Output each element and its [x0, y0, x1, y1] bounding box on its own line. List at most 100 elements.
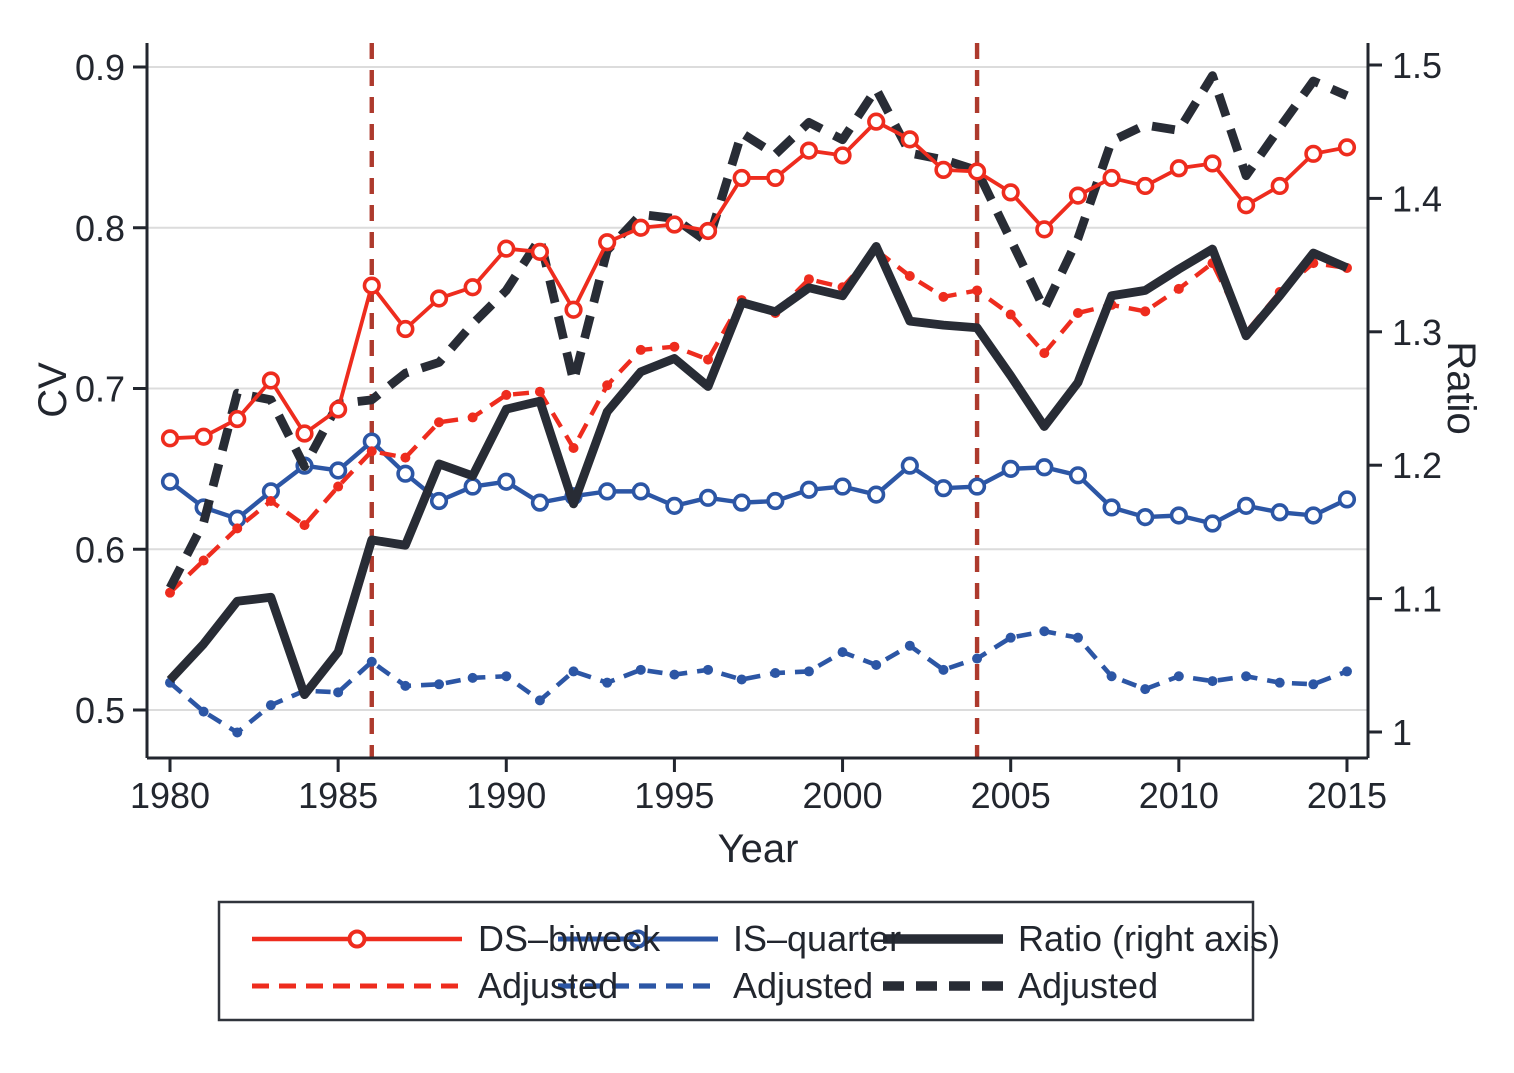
series-ds_adjusted-line	[168, 248, 1348, 595]
marker-is_adjusted	[366, 656, 377, 667]
marker-is_adjusted	[803, 666, 814, 677]
marker-is_adjusted	[871, 659, 882, 670]
marker-is_quarter	[631, 482, 650, 501]
marker-is_quarter	[598, 482, 617, 501]
x-axis-tick-label: 1980	[130, 775, 210, 816]
marker-is_adjusted	[669, 669, 680, 680]
marker-ds_biweek	[1001, 183, 1020, 202]
marker-is_adjusted	[1173, 671, 1184, 682]
marker-is_quarter	[732, 493, 751, 512]
x-axis-tick-label: 2010	[1139, 775, 1219, 816]
series-is_adjusted	[165, 626, 1352, 738]
marker-is_quarter	[1169, 506, 1188, 525]
marker-is_adjusted	[635, 664, 646, 675]
marker-is_adjusted	[972, 653, 983, 664]
right-axis-tick-label: 1.3	[1392, 312, 1442, 353]
marker-is_quarter	[463, 477, 482, 496]
marker-is_adjusted	[400, 680, 411, 691]
x-axis-tick-label: 1990	[466, 775, 546, 816]
marker-is_quarter	[1035, 458, 1054, 477]
legend-label-is_adjusted: Adjusted	[733, 965, 873, 1006]
marker-ds_adjusted	[602, 380, 613, 391]
marker-ds_adjusted	[669, 341, 680, 352]
marker-ds_adjusted	[938, 291, 949, 302]
marker-ds_adjusted	[1173, 283, 1184, 294]
legend-box	[217, 900, 1255, 1022]
marker-is_quarter	[530, 493, 550, 512]
marker-is_adjusted	[1005, 632, 1016, 643]
series-is_quarter-line	[168, 439, 1348, 526]
marker-ds_biweek	[396, 319, 415, 339]
marker-ds_adjusted	[703, 354, 714, 365]
marker-is_quarter	[867, 485, 886, 504]
marker-ds_biweek	[1236, 196, 1256, 215]
x-axis-tick-label: 2015	[1307, 775, 1387, 816]
x-axis-title: Year	[718, 827, 799, 871]
marker-is_quarter	[1102, 498, 1121, 517]
marker-ds_biweek	[362, 276, 381, 295]
marker-ds_biweek	[900, 130, 919, 149]
marker-ds_biweek	[463, 278, 482, 297]
marker-ds_biweek	[228, 409, 247, 429]
marker-is_quarter	[1068, 466, 1088, 485]
x-axis-tick-label: 2000	[803, 775, 883, 816]
marker-is_adjusted	[265, 700, 276, 711]
x-axis-tick-label: 2005	[971, 775, 1051, 816]
marker-is_adjusted	[770, 668, 781, 679]
marker-ds_biweek	[1102, 168, 1121, 188]
marker-ds_adjusted	[1140, 306, 1151, 317]
marker-is_adjusted	[501, 671, 512, 682]
marker-ds_biweek	[429, 289, 449, 308]
marker-ds_adjusted	[165, 587, 175, 598]
marker-is_quarter	[967, 477, 987, 496]
left-axis-tick-label: 0.9	[75, 47, 125, 88]
right-axis-title: Ratio	[1439, 341, 1483, 434]
marker-ds_biweek	[1337, 138, 1357, 157]
marker-ds_biweek	[261, 371, 280, 390]
legend-label-ds_adjusted: Adjusted	[478, 965, 618, 1006]
legend	[217, 900, 1255, 1022]
marker-is_adjusted	[1106, 671, 1117, 682]
marker-ds_adjusted	[232, 523, 243, 534]
series-is_adjusted-line	[168, 628, 1348, 735]
marker-ds_adjusted	[400, 452, 411, 463]
marker-ds_adjusted	[299, 520, 310, 531]
left-axis-tick-label: 0.7	[75, 369, 125, 410]
series-ratio_adjusted-line	[166, 71, 1349, 590]
marker-is_adjusted	[534, 695, 545, 706]
marker-ds_biweek	[867, 112, 886, 131]
marker-ds_biweek	[1035, 220, 1054, 239]
marker-is_adjusted	[1341, 666, 1352, 677]
marker-ds_biweek	[530, 242, 550, 261]
marker-ds_biweek	[329, 400, 348, 419]
marker-ds_biweek	[732, 168, 751, 188]
x-axis-tick-label: 1985	[298, 775, 378, 816]
marker-is_adjusted	[1274, 677, 1285, 688]
legend-label-ratio: Ratio (right axis)	[1018, 918, 1280, 959]
marker-is_adjusted	[602, 677, 613, 688]
marker-ds_adjusted	[904, 270, 915, 281]
marker-is_quarter	[766, 491, 785, 511]
marker-ds_adjusted	[534, 386, 545, 397]
x-axis-tick-label: 1995	[634, 775, 714, 816]
marker-is_adjusted	[904, 640, 915, 651]
marker-is_quarter	[1337, 490, 1357, 509]
marker-is_quarter	[1203, 514, 1222, 533]
right-axis-tick-label: 1	[1392, 712, 1412, 753]
series-ds_biweek	[160, 112, 1357, 448]
legend-marker-is_quarter	[628, 929, 648, 949]
marker-is_quarter	[934, 479, 953, 498]
right-axis-tick-label: 1.5	[1392, 45, 1442, 86]
marker-is_adjusted	[837, 647, 848, 658]
right-axis-tick-label: 1.4	[1392, 178, 1442, 219]
marker-is_quarter	[1304, 506, 1323, 525]
marker-is_adjusted	[467, 672, 478, 683]
marker-is_quarter	[160, 472, 180, 491]
marker-is_quarter	[1270, 503, 1289, 522]
marker-ds_adjusted	[1072, 307, 1083, 318]
marker-is_quarter	[396, 464, 415, 483]
series-ds_adjusted	[165, 245, 1352, 598]
marker-ds_biweek	[934, 160, 953, 179]
